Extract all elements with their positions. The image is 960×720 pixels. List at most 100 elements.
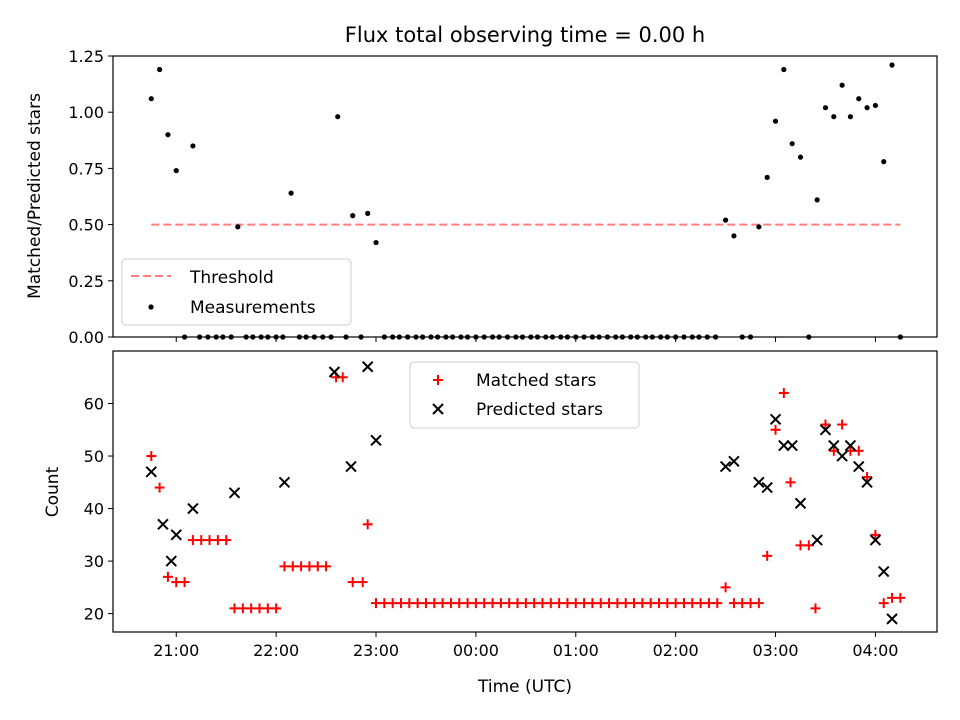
measurement-point	[722, 217, 729, 223]
ratio-axis-ticks: 0.00 0.25 0.50 0.75 1.00 1.25	[68, 47, 876, 347]
measurement-point	[864, 105, 870, 111]
count-x-tick-label: 23:00	[353, 641, 399, 660]
count-x-tick-label: 01:00	[553, 641, 599, 660]
count-y-tick-label: 20	[84, 605, 104, 624]
matched-legend-swatch	[433, 375, 443, 385]
measurement-point	[731, 233, 737, 239]
measurement-point	[797, 154, 804, 160]
count-y-tick-label: 60	[84, 395, 104, 414]
predicted-star-point	[761, 481, 773, 494]
matched-star-point	[179, 577, 190, 588]
measurement-point	[772, 118, 779, 124]
count-y-axis-label: Count	[43, 466, 63, 517]
matched-star-point	[321, 561, 332, 572]
predicted-star-point	[157, 518, 169, 531]
predicted-star-point	[187, 502, 199, 515]
matched-star-point	[162, 571, 173, 582]
matched-star-point	[803, 540, 814, 551]
predicted-star-point	[778, 439, 790, 452]
ratio-legend: Threshold Measurements	[121, 258, 352, 326]
matched-star-point	[762, 550, 773, 561]
predicted-star-point	[753, 476, 765, 489]
measurement-point	[764, 174, 770, 180]
measurement-point	[350, 213, 356, 219]
predicted-star-point	[728, 455, 740, 468]
count-x-tick-label: 00:00	[453, 641, 499, 660]
ratio-panel: Flux total observing time = 0.00 h Match…	[25, 23, 938, 347]
matched-star-point	[785, 477, 796, 488]
matched-star-point	[154, 482, 165, 493]
measurement-point	[190, 143, 196, 149]
matched-star-point	[347, 577, 358, 588]
measurement-point	[847, 114, 854, 120]
count-x-tick-label: 03:00	[752, 641, 798, 660]
predicted-star-point	[828, 439, 840, 452]
matched-star-point	[720, 582, 731, 593]
predicted-star-point	[165, 555, 177, 567]
measurement-point	[288, 190, 294, 196]
predicted-star-point	[361, 361, 374, 373]
ratio-y-tick-label: 0.25	[68, 272, 104, 291]
matched-star-point	[810, 603, 821, 614]
ratio-plot-frame	[112, 55, 938, 338]
count-plot-frame	[112, 350, 938, 633]
predicted-star-point	[278, 476, 291, 489]
matched-star-point	[862, 472, 873, 483]
measurement-point	[148, 96, 154, 102]
measurement-point	[872, 102, 879, 109]
matched-star-point	[753, 598, 764, 609]
ratio-y-tick-label: 0.75	[68, 159, 104, 178]
measurement-point	[756, 224, 762, 230]
matched-star-point	[837, 419, 848, 430]
count-y-tick-label: 50	[84, 447, 104, 466]
matched-star-point	[271, 603, 282, 614]
predicted-star-point	[844, 439, 857, 452]
predicted-star-point	[370, 434, 382, 446]
predicted-star-point	[794, 497, 807, 510]
measurement-point	[814, 197, 820, 203]
ratio-y-tick-label: 0.00	[68, 328, 104, 347]
measurement-point	[235, 224, 241, 230]
predicted-star-point	[836, 450, 848, 462]
matched-star-point	[878, 598, 889, 609]
measurement-point	[822, 105, 829, 111]
matched-star-point	[778, 388, 789, 399]
predicted-star-point	[878, 565, 890, 578]
predicted-star-point	[228, 487, 241, 499]
matched-star-point	[820, 419, 831, 430]
matched-star-point	[895, 592, 906, 603]
matched-star-point	[712, 598, 723, 609]
measurement-point	[881, 159, 887, 165]
count-legend-box	[409, 361, 640, 429]
predicted-star-point	[170, 529, 182, 541]
measurement-point	[165, 132, 171, 138]
count-y-tick-label: 40	[84, 500, 104, 519]
matched-star-point	[853, 445, 864, 456]
measurement-point	[831, 114, 837, 120]
measurements-legend-swatch	[148, 304, 154, 310]
count-x-tick-label: 21:00	[153, 641, 199, 660]
count-y-tick-label: 30	[84, 552, 104, 571]
ratio-y-axis-label: Matched/Predicted stars	[25, 93, 45, 299]
measurement-point	[173, 168, 179, 174]
measurement-point	[839, 82, 845, 88]
matched-legend-label: Matched stars	[476, 371, 596, 391]
matched-star-point	[828, 445, 839, 456]
ratio-y-tick-label: 1.25	[68, 47, 104, 66]
ratio-y-tick-label: 0.50	[68, 216, 104, 235]
measurement-point	[373, 239, 379, 246]
predicted-star-point	[869, 534, 882, 546]
matched-star-point	[357, 577, 368, 588]
matched-star-point	[221, 535, 232, 546]
x-axis-label: Time (UTC)	[477, 677, 572, 697]
predicted-star-point	[719, 460, 732, 473]
measurement-point	[889, 62, 895, 68]
measurement-point	[335, 114, 341, 120]
measurement-point	[781, 66, 787, 73]
matched-star-point	[362, 519, 373, 530]
predicted-star-point	[886, 613, 898, 625]
predicted-legend-swatch	[432, 403, 444, 415]
ratio-legend-box	[121, 258, 352, 326]
